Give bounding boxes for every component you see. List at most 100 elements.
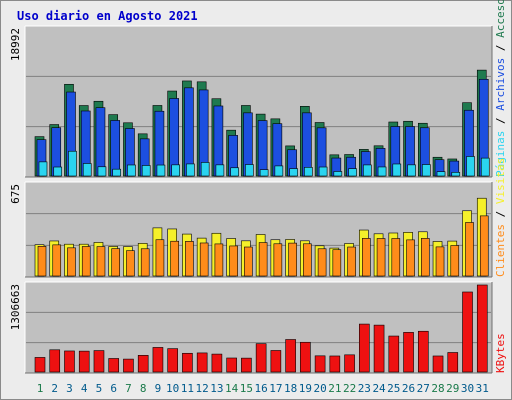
x-tick-label: 1: [37, 382, 44, 395]
archivos-bar: [95, 107, 106, 177]
legend-visitas: Visitas: [494, 158, 507, 204]
kbytes-bar: [403, 332, 414, 373]
clientes-bar: [450, 245, 460, 277]
paginas-bar: [200, 162, 210, 177]
x-tick-label: 26: [402, 382, 415, 395]
kbytes-bar: [447, 352, 459, 373]
paginas-bar: [289, 168, 298, 177]
clientes-bar: [391, 238, 401, 277]
paginas-bar: [392, 163, 402, 177]
kbytes-bar: [300, 341, 311, 373]
kbytes-bar: [241, 357, 252, 373]
paginas-bar: [112, 168, 122, 177]
y-max-label: 675: [9, 184, 22, 204]
kbytes-bar: [329, 355, 341, 373]
kbytes-bar: [476, 284, 488, 373]
legend-pginas: Páginas: [494, 131, 507, 177]
clientes-bar: [126, 250, 135, 277]
clientes-bar: [199, 242, 209, 277]
x-tick-label: 12: [196, 382, 209, 395]
x-tick-label: 10: [166, 382, 179, 395]
kbytes-bar: [388, 335, 400, 373]
clientes-bar: [479, 215, 489, 277]
kbytes-bar: [78, 350, 90, 373]
paginas-bar: [171, 164, 180, 177]
x-tick-label: 13: [210, 382, 223, 395]
clientes-bar: [185, 241, 194, 277]
x-tick-label: 27: [417, 382, 430, 395]
kbytes-bar: [344, 354, 355, 373]
clientes-bar: [332, 249, 342, 277]
chart-title: Uso diario en Agosto 2021: [17, 9, 198, 23]
bottom-legend: KBytes: [494, 333, 507, 373]
paginas-bar: [127, 164, 136, 177]
paginas-bar: [466, 156, 475, 177]
clientes-bar: [406, 239, 415, 277]
paginas-bar: [377, 166, 387, 177]
paginas-bar: [421, 164, 431, 177]
kbytes-bar: [152, 347, 164, 373]
clientes-bar: [155, 239, 165, 277]
x-tick-label: 14: [225, 382, 239, 395]
kbytes-bar: [167, 348, 178, 373]
x-axis-labels: 1 2 3 4 5 6 7 8 9 10 11 12 13 14 15 16 17 18 19 20 21 22 23 24 2…: [37, 382, 489, 395]
clientes-bar: [303, 243, 312, 277]
x-tick-label: 5: [96, 382, 103, 395]
clientes-bar: [214, 243, 224, 277]
x-tick-label: 30: [461, 382, 474, 395]
archivos-bar: [169, 98, 179, 177]
kbytes-bar: [182, 352, 193, 373]
x-tick-label: 19: [299, 382, 312, 395]
clientes-bar: [244, 246, 253, 277]
kbytes-panel: 1306663: [9, 281, 493, 374]
kbytes-bar: [432, 355, 444, 373]
legend-separator: /: [494, 111, 507, 131]
clientes-bar: [420, 238, 430, 277]
paginas-bar: [480, 157, 490, 177]
kbytes-bar: [285, 339, 296, 373]
kbytes-bar: [34, 357, 46, 373]
kbytes-bar: [373, 324, 385, 373]
clientes-bar: [376, 238, 386, 277]
x-tick-label: 3: [66, 382, 73, 395]
paginas-bar: [304, 167, 313, 177]
paginas-bar: [141, 165, 151, 177]
kbytes-bar: [93, 350, 105, 373]
kbytes-bar: [255, 343, 267, 373]
clientes-bar: [170, 240, 179, 277]
paginas-bar: [363, 164, 372, 177]
paginas-bar: [333, 171, 343, 177]
paginas-bar: [259, 169, 269, 177]
x-tick-label: 28: [431, 382, 444, 395]
x-tick-label: 31: [476, 382, 489, 395]
clientes-bar: [362, 238, 371, 277]
x-tick-label: 16: [255, 382, 268, 395]
legend-kbytes: KBytes: [494, 333, 507, 373]
archivos-bar: [302, 112, 312, 177]
clientes-bar: [52, 244, 62, 277]
kbytes-bar: [211, 353, 223, 373]
x-tick-label: 6: [110, 382, 117, 395]
x-tick-label: 2: [51, 382, 58, 395]
paginas-bar: [407, 164, 416, 177]
legend-archivos: Archivos: [494, 58, 507, 111]
clientes-bar: [140, 248, 150, 277]
clientes-bar: [81, 246, 91, 277]
kbytes-bar: [196, 352, 208, 373]
kbytes-bar: [137, 355, 149, 373]
x-tick-label: 4: [81, 382, 88, 395]
archivos-bar: [184, 87, 194, 177]
middle-legend: Clientes / Visitas: [494, 158, 507, 277]
kbytes-bar: [64, 350, 75, 373]
legend-separator: /: [494, 204, 507, 224]
clientes-bar: [288, 242, 297, 277]
clientes-bar: [111, 248, 121, 277]
paginas-bar: [215, 164, 225, 177]
clientes-bar: [258, 242, 268, 277]
clientes-bar: [96, 246, 106, 277]
visitas-panel: 675: [9, 181, 493, 278]
x-tick-label: 8: [140, 382, 147, 395]
kbytes-bar: [49, 349, 61, 373]
archivos-bar: [110, 120, 121, 177]
